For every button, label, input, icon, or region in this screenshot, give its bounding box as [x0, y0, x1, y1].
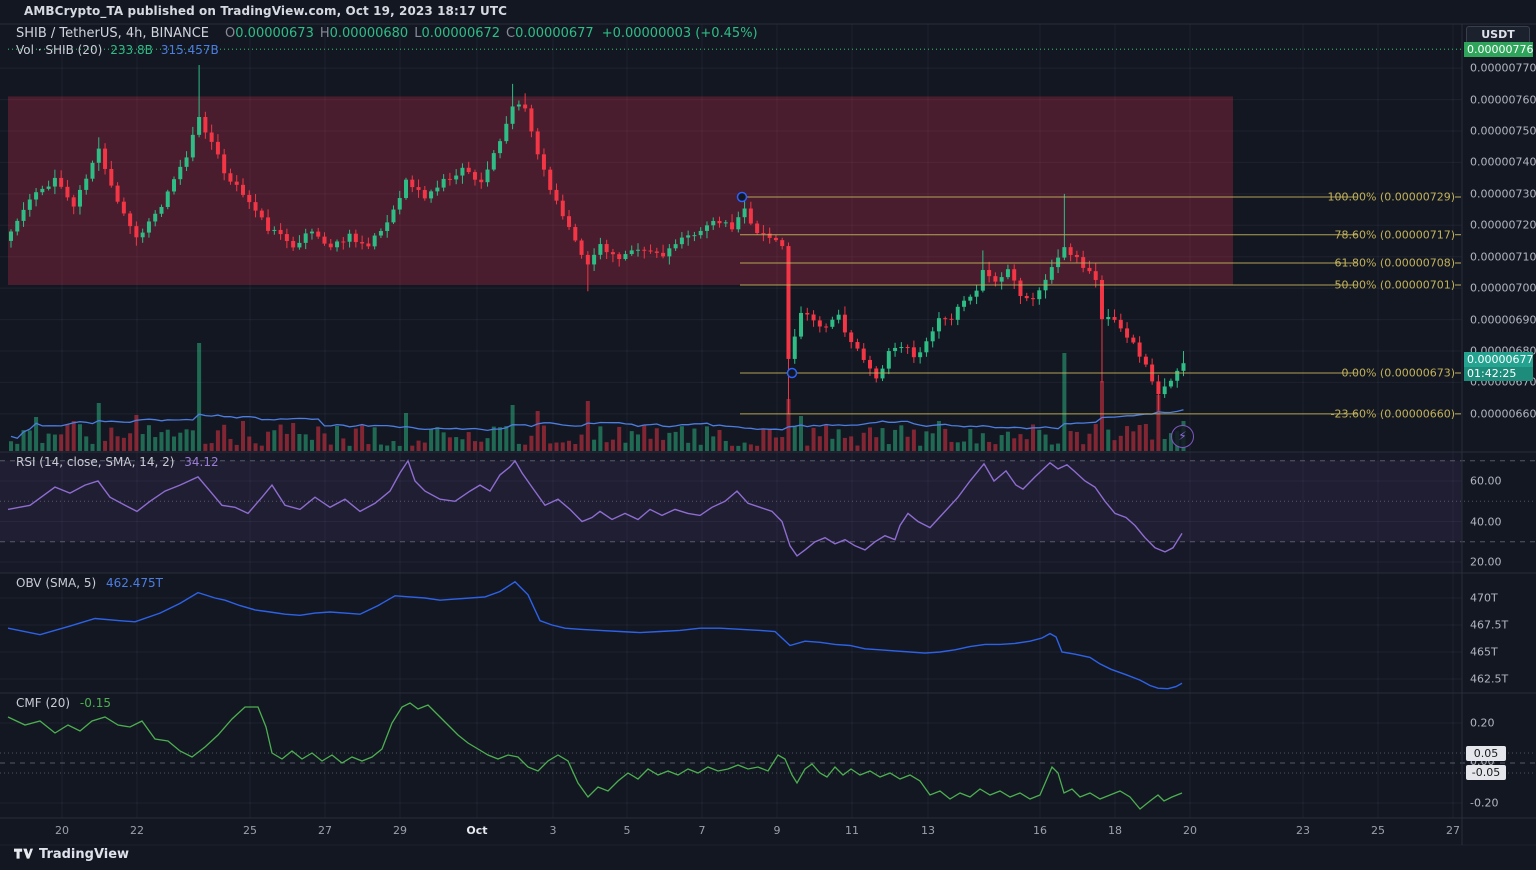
price-axis-label: 0.00000690 [1470, 313, 1536, 327]
price-axis-label: 0.00000760 [1470, 93, 1536, 107]
cmf-axis-label: 0.20 [1470, 716, 1495, 730]
time-axis-label: 9 [773, 824, 781, 837]
time-axis-label: 5 [623, 824, 631, 837]
price-axis-label: 0.00000770 [1470, 61, 1536, 75]
tradingview-logo[interactable]: TradingView [14, 847, 129, 862]
fib-level-label: -23.60% (0.00000660) [1330, 407, 1455, 421]
low-label: L [414, 26, 422, 41]
currency-toggle-button[interactable]: USDT [1466, 26, 1530, 44]
current-price-value: 0.00000677 [1467, 353, 1534, 366]
price-axis-label: 0.00000660 [1470, 407, 1536, 421]
volume-ma-value: 315.457B [160, 43, 219, 57]
time-axis-label: Oct [466, 824, 488, 837]
time-axis-label: 18 [1108, 824, 1122, 837]
rsi-axis-label: 60.00 [1470, 474, 1502, 488]
cmf-upper-band-badge: 0.05 [1466, 746, 1506, 761]
price-axis-label: 0.00000730 [1470, 187, 1536, 201]
price-axis-label: 0.00000700 [1470, 281, 1536, 295]
obv-axis-label: 470T [1470, 591, 1498, 605]
high-value: 0.00000680 [329, 26, 409, 41]
rsi-value: 34.12 [184, 455, 219, 469]
published-title: AMBCrypto_TA published on TradingView.co… [24, 4, 508, 18]
time-axis-label: 3 [549, 824, 557, 837]
price-axis-label: 0.00000720 [1470, 218, 1536, 232]
time-axis-label: 22 [130, 824, 144, 837]
volume-legend[interactable]: Vol · SHIB (20) 233.8B 315.457B [16, 43, 219, 57]
obv-value: 462.475T [105, 576, 163, 590]
time-axis-label: 25 [243, 824, 257, 837]
time-axis-label: 13 [921, 824, 935, 837]
rsi-legend[interactable]: RSI (14, close, SMA, 14, 2) 34.12 [16, 455, 219, 469]
obv-axis-label: 467.5T [1470, 618, 1509, 632]
high-label: H [319, 26, 330, 41]
fib-level-label: 100.00% (0.00000729) [1327, 190, 1455, 204]
cmf-axis-label: -0.20 [1470, 796, 1499, 810]
obv-label: OBV (SMA, 5) [16, 576, 97, 590]
time-axis-label: 7 [698, 824, 706, 837]
obv-legend[interactable]: OBV (SMA, 5) 462.475T [16, 576, 163, 590]
cmf-label: CMF (20) [16, 696, 71, 710]
lightning-reaction-button[interactable]: ⚡ [1171, 425, 1194, 448]
bar-countdown: 01:42:25 [1464, 367, 1533, 381]
obv-axis-label: 462.5T [1470, 672, 1509, 686]
close-label: C [506, 26, 516, 41]
volume-label: Vol · SHIB (20) [16, 43, 103, 57]
fib-level-label: 0.00% (0.00000673) [1341, 366, 1455, 380]
volume-value: 233.8B [110, 43, 153, 57]
cmf-lower-band-badge: -0.05 [1466, 765, 1506, 780]
price-axis-label: 0.00000710 [1470, 250, 1536, 264]
time-axis-label: 11 [845, 824, 859, 837]
time-axis-label: 20 [1183, 824, 1197, 837]
alert-price-badge: 0.00000776 [1464, 42, 1533, 57]
time-axis-label: 16 [1033, 824, 1047, 837]
fib-level-label: 61.80% (0.00000708) [1334, 256, 1455, 270]
obv-axis-label: 465T [1470, 645, 1498, 659]
change-value: +0.00000003 (+0.45%) [601, 26, 758, 41]
time-axis-label: 27 [1446, 824, 1460, 837]
tradingview-logo-text: TradingView [39, 847, 130, 862]
lightning-icon: ⚡ [1178, 429, 1187, 443]
open-label: O [225, 26, 236, 41]
time-axis-label: 27 [318, 824, 332, 837]
cmf-legend[interactable]: CMF (20) -0.15 [16, 696, 111, 710]
price-axis-label: 0.00000740 [1470, 155, 1536, 169]
time-axis-label: 25 [1371, 824, 1385, 837]
time-axis-label: 29 [393, 824, 407, 837]
low-value: 0.00000672 [421, 26, 501, 41]
time-axis-label: 20 [55, 824, 69, 837]
open-value: 0.00000673 [235, 26, 314, 41]
symbol-name: SHIB / TetherUS, 4h, BINANCE [16, 26, 210, 41]
close-value: 0.00000677 [515, 26, 594, 41]
current-price-badge: 0.00000677 01:42:25 [1464, 352, 1533, 381]
price-axis-label: 0.00000750 [1470, 124, 1536, 138]
rsi-axis-label: 40.00 [1470, 515, 1502, 528]
fib-level-label: 78.60% (0.00000717) [1334, 228, 1455, 242]
time-axis-label: 23 [1296, 824, 1310, 837]
rsi-label: RSI (14, close, SMA, 14, 2) [16, 455, 175, 469]
fib-level-label: 50.00% (0.00000701) [1334, 278, 1455, 292]
symbol-legend[interactable]: SHIB / TetherUS, 4h, BINANCE O0.00000673 H… [16, 26, 758, 41]
rsi-axis-label: 20.00 [1470, 555, 1502, 569]
cmf-value: -0.15 [79, 696, 111, 710]
tradingview-logo-icon [14, 848, 33, 859]
